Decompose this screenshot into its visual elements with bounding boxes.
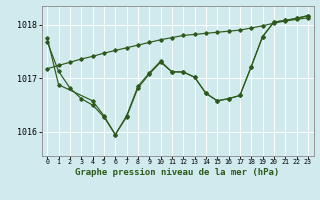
X-axis label: Graphe pression niveau de la mer (hPa): Graphe pression niveau de la mer (hPa) xyxy=(76,168,280,177)
